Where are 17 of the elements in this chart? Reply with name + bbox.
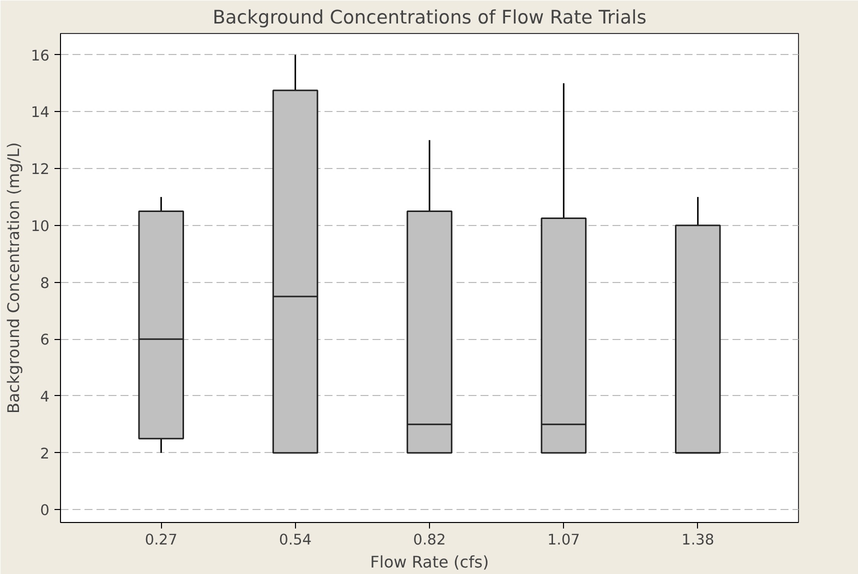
x-tick-label: 1.38 [682, 532, 714, 548]
chart-title: Background Concentrations of Flow Rate Trials [212, 8, 646, 28]
y-tick-label: 14 [30, 104, 50, 122]
x-tick-label: 1.07 [547, 532, 580, 548]
y-tick-label: 8 [40, 274, 50, 292]
y-tick-label: 4 [40, 388, 50, 406]
y-tick-label: 16 [30, 47, 50, 64]
y-tick-label: 10 [30, 218, 50, 235]
y-axis-title: Background Concentration (mg/L) [4, 142, 23, 414]
y-tick-label: 2 [40, 445, 50, 462]
x-axis-title: Flow Rate (cfs) [370, 552, 489, 572]
x-tick-label: 0.82 [413, 532, 446, 548]
x-tick-label: 0.54 [279, 532, 312, 548]
y-tick-label: 12 [30, 161, 50, 178]
y-tick-label: 0 [40, 502, 50, 520]
y-tick-label: 6 [40, 332, 50, 349]
x-tick-label: 0.27 [144, 532, 178, 548]
